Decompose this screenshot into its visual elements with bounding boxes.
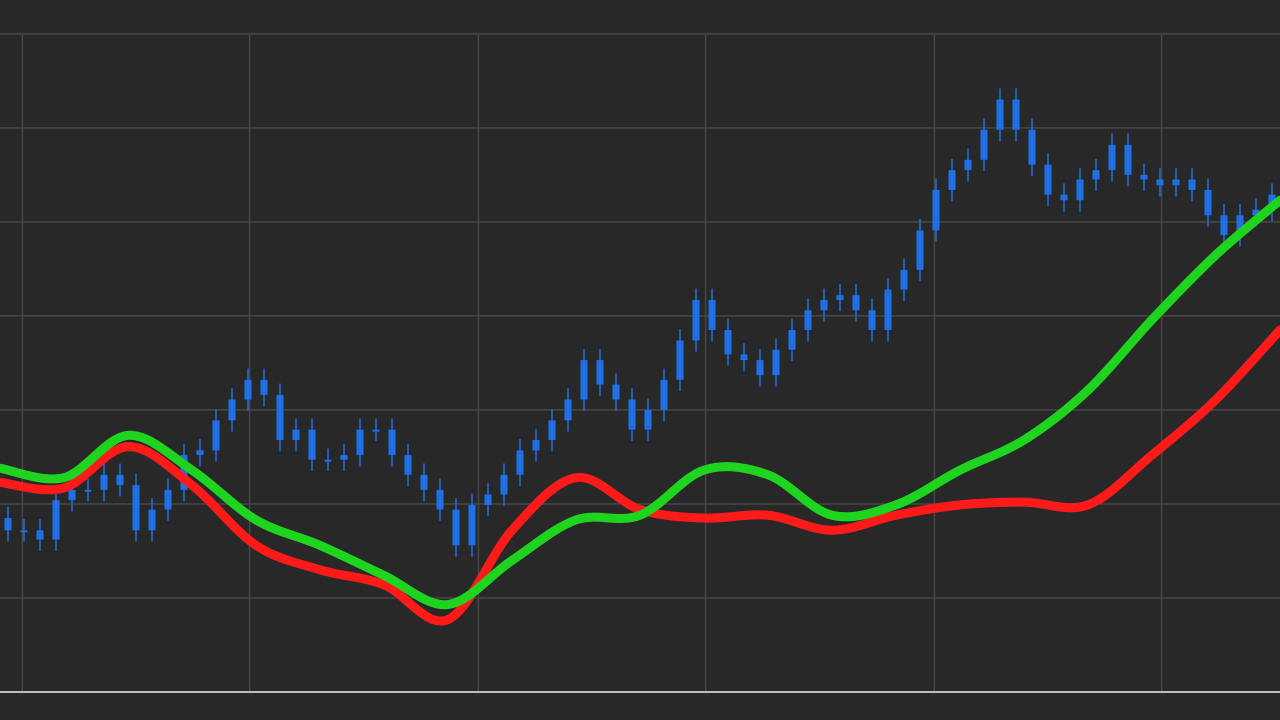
candle-body [20,530,28,533]
candle-body [244,379,252,400]
candle-body [180,455,188,490]
candle-body [612,384,620,400]
candle-body [1092,170,1100,180]
candle-body [372,429,380,432]
candle-body [868,310,876,331]
candle-body [1140,174,1148,180]
candle-body [1124,144,1132,175]
candle-body [196,450,204,456]
candle-body [692,299,700,341]
candle-body [756,360,764,376]
candle-body [740,354,748,361]
candle-body [404,455,412,475]
candle-body [884,289,892,331]
line-series [0,195,1280,610]
candle-body [900,269,908,290]
candle-body [340,455,348,460]
candle-body [1044,164,1052,195]
candle-body [1156,179,1164,186]
candle-body [644,409,652,430]
candle-body [452,509,460,546]
candle-body [1108,144,1116,171]
candle-body [132,485,140,531]
candle-body [628,399,636,430]
candle-body [468,504,476,546]
candle-body [980,129,988,160]
candle-body [708,299,716,331]
candle-body [228,399,236,421]
candle-body [964,159,972,171]
candle-body [772,349,780,376]
candle-body [1028,129,1036,165]
candle-body [564,399,572,421]
candle-body [68,489,76,501]
candle-body [1012,99,1020,130]
candle-body [548,420,556,441]
candle-body [836,295,844,300]
candle-body [788,330,796,350]
candle-body [996,99,1004,130]
candle-body [660,379,668,410]
line-series [0,325,1280,626]
candle-body [916,230,924,270]
candle-body [100,474,108,490]
candle-body [596,360,604,385]
candle-body [580,360,588,400]
candle-body [1060,194,1068,201]
candle-body [676,340,684,380]
candle-body [308,429,316,460]
candle-body [1220,215,1228,236]
candle-body [516,450,524,475]
candle-body [148,509,156,531]
candle-body [436,489,444,510]
candle-body [4,518,12,531]
candle-body [1172,179,1180,186]
candle-body [1188,179,1196,190]
candle-body [356,429,364,456]
candle-body [724,330,732,355]
candle-body [36,530,44,540]
candle-body [1236,215,1244,236]
candle-body [324,459,332,462]
candle-body [932,189,940,231]
candle-body [948,170,956,190]
candle-body [212,420,220,451]
candle-body [852,295,860,311]
candle-body [276,394,284,441]
candle-body [484,494,492,505]
candle-body [420,474,428,490]
candle-body [820,299,828,311]
candle-body [1204,189,1212,216]
candle-body [116,474,124,486]
candle-body [84,489,92,492]
candle-body [260,379,268,395]
candle-body [1252,209,1260,216]
candle-body [292,429,300,441]
candle-body [388,429,396,456]
candle-body [804,310,812,331]
candle-body [52,500,60,540]
candle-body [500,474,508,495]
candle-body [1076,179,1084,201]
candle-body [164,489,172,510]
candle-body [532,440,540,451]
